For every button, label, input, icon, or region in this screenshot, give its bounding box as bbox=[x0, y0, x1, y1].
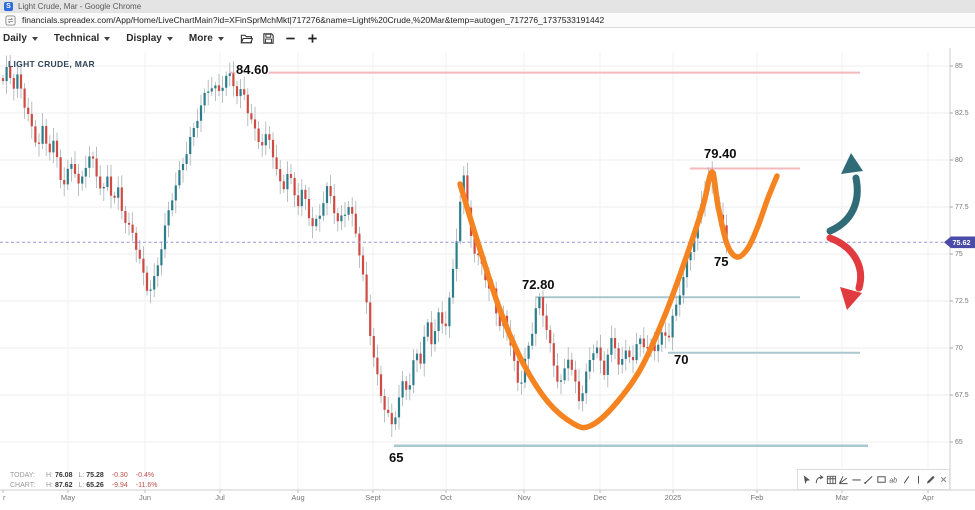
today-change: -0.30 bbox=[111, 472, 128, 479]
menu-more[interactable]: More bbox=[189, 33, 224, 44]
price-axis-label: 77.5 bbox=[955, 203, 969, 211]
down-arrow[interactable] bbox=[826, 234, 865, 310]
menu-label: Display bbox=[126, 33, 162, 44]
window-title: Light Crude, Mar - Google Chrome bbox=[18, 2, 142, 11]
ohlc-legend: TODAY: H: 76.08 L: 75.28 -0.30 -0.4% CHART: H… bbox=[10, 471, 157, 490]
menu-group: Daily Technical Display More bbox=[3, 33, 240, 44]
close-icon[interactable] bbox=[938, 474, 949, 486]
month-label: 2025 bbox=[664, 493, 682, 502]
legend-chart-row: CHART: H: 87.62 L: 65.26 -9.94 -11.6% bbox=[10, 481, 157, 491]
chart-change: -9.94 bbox=[111, 481, 128, 489]
chart-low: 65.26 bbox=[86, 481, 104, 489]
open-chart-icon[interactable] bbox=[240, 32, 254, 46]
zoom-out-icon[interactable] bbox=[284, 32, 298, 46]
menu-label: Technical bbox=[53, 33, 100, 44]
chevron-down-icon bbox=[166, 37, 173, 41]
zoom-in-icon[interactable] bbox=[306, 32, 320, 46]
legend-today-row: TODAY: H: 76.08 L: 75.28 -0.30 -0.4% bbox=[10, 471, 157, 481]
spreadex-favicon: S bbox=[4, 2, 13, 11]
pattern-curve[interactable] bbox=[457, 169, 780, 431]
vline-icon[interactable] bbox=[913, 474, 924, 486]
menu-daily[interactable]: Daily bbox=[3, 33, 38, 44]
today-low: 75.28 bbox=[86, 472, 104, 479]
price-axis-label: 85 bbox=[955, 62, 963, 70]
level-label-70: 70 bbox=[674, 352, 689, 367]
save-icon[interactable] bbox=[262, 32, 276, 46]
slash-icon[interactable] bbox=[900, 474, 911, 486]
price-axis-label: 82.5 bbox=[955, 109, 969, 117]
month-label: Feb bbox=[750, 493, 764, 502]
window-titlebar: S Light Crude, Mar - Google Chrome bbox=[0, 0, 975, 13]
month-label: r bbox=[3, 493, 6, 502]
month-label: Jul bbox=[215, 493, 225, 502]
low-prefix: L: bbox=[78, 472, 85, 479]
trend-fan-icon[interactable] bbox=[838, 474, 849, 486]
svg-text:ab: ab bbox=[890, 477, 898, 484]
chart-menubar: Daily Technical Display More bbox=[0, 29, 975, 48]
month-label: Mar bbox=[835, 493, 849, 502]
hline-icon[interactable] bbox=[851, 474, 862, 486]
today-change-pct: -0.4% bbox=[135, 472, 155, 479]
high-prefix: H: bbox=[46, 481, 53, 489]
chevron-down-icon bbox=[104, 37, 111, 41]
price-axis-label: 70 bbox=[955, 344, 963, 352]
month-label: Sept bbox=[365, 493, 381, 502]
price-axis-label: 65 bbox=[955, 438, 963, 446]
month-label: Oct bbox=[440, 493, 452, 502]
level-label-65: 65 bbox=[389, 450, 404, 465]
chevron-down-icon bbox=[217, 37, 224, 41]
url-bar[interactable]: financials.spreadex.com/App/Home/LiveCha… bbox=[0, 13, 975, 28]
level-label-72.80: 72.80 bbox=[522, 277, 555, 292]
current-price-badge: 75.62 bbox=[944, 236, 975, 249]
up-arrow[interactable] bbox=[826, 153, 863, 235]
month-label: Jun bbox=[138, 493, 152, 502]
legend-chart-label: CHART: bbox=[10, 481, 36, 489]
high-prefix: H: bbox=[46, 472, 53, 479]
menu-label: Daily bbox=[3, 33, 27, 44]
menu-icon-group bbox=[240, 32, 328, 46]
month-label: Nov bbox=[517, 493, 531, 502]
month-label: May bbox=[60, 493, 76, 502]
chevron-down-icon bbox=[31, 37, 38, 41]
rect-icon[interactable] bbox=[876, 474, 887, 486]
grid-icon[interactable] bbox=[826, 474, 837, 486]
chart-change-pct: -11.6% bbox=[135, 481, 158, 489]
url-text[interactable]: financials.spreadex.com/App/Home/LiveCha… bbox=[22, 15, 605, 25]
level-label-75: 75 bbox=[714, 254, 729, 269]
menu-technical[interactable]: Technical bbox=[53, 33, 111, 44]
level-lines bbox=[230, 71, 868, 448]
svg-text:75.62: 75.62 bbox=[953, 238, 971, 247]
today-high: 76.08 bbox=[54, 472, 73, 479]
low-prefix: L: bbox=[78, 481, 85, 489]
price-axis-label: 80 bbox=[955, 156, 963, 164]
ray-icon[interactable] bbox=[863, 474, 874, 486]
axis-frame bbox=[0, 48, 975, 491]
curve-arrow-icon[interactable] bbox=[813, 474, 824, 486]
cursor-icon[interactable] bbox=[801, 474, 812, 486]
menu-display[interactable]: Display bbox=[126, 33, 173, 44]
chart-high: 87.62 bbox=[54, 481, 73, 489]
price-axis-label: 75 bbox=[955, 250, 963, 258]
menu-label: More bbox=[188, 33, 213, 44]
level-label-79.40: 79.40 bbox=[704, 146, 737, 161]
candles bbox=[1, 55, 728, 437]
tab-switch-icon[interactable] bbox=[5, 14, 16, 26]
instrument-label: LIGHT CRUDE, MAR bbox=[8, 59, 95, 69]
month-label: Apr bbox=[922, 493, 934, 502]
pencil-icon[interactable] bbox=[925, 474, 936, 486]
legend-today-label: TODAY: bbox=[10, 472, 36, 479]
month-label: Aug bbox=[291, 493, 305, 502]
level-label-84.60: 84.60 bbox=[236, 62, 269, 77]
drawing-toolbar: ab bbox=[797, 469, 950, 490]
text-icon[interactable]: ab bbox=[888, 474, 899, 486]
price-axis-label: 72.5 bbox=[955, 297, 969, 305]
price-axis-label: 67.5 bbox=[955, 391, 969, 399]
month-label: Dec bbox=[593, 493, 607, 502]
